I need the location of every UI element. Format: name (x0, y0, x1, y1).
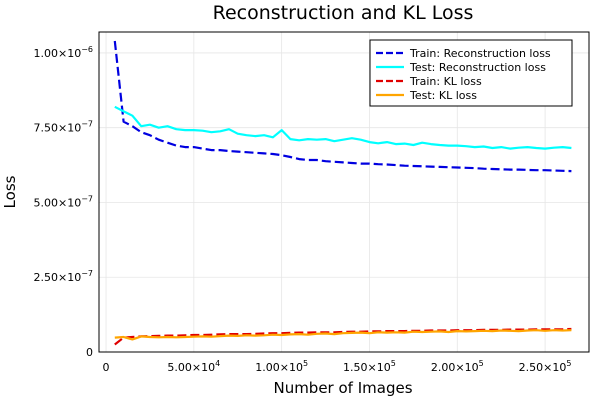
y-tick-label: 0 (86, 346, 93, 359)
y-tick-label: 2.50×10−7 (33, 269, 93, 284)
x-tick-label: 5.00×104 (167, 359, 220, 374)
legend-label: Train: Reconstruction loss (409, 47, 551, 60)
x-axis-title: Number of Images (273, 379, 412, 397)
y-tick-label: 7.50×10−7 (33, 120, 93, 135)
y-tick-label: 1.00×10−6 (33, 45, 93, 60)
chart-title: Reconstruction and KL Loss (213, 2, 474, 24)
series-line-train-reconstruction-loss (113, 40, 572, 173)
legend-label: Test: Reconstruction loss (409, 61, 546, 74)
series-line-test-kl-loss (114, 329, 572, 341)
series-layer (113, 40, 572, 346)
y-axis-title: Loss (1, 175, 19, 208)
legend-box (369, 39, 573, 107)
x-tick-label: 1.00×105 (255, 359, 308, 374)
y-tick-label: 5.00×10−7 (33, 194, 93, 209)
legend-label: Train: KL loss (409, 75, 482, 88)
x-tick-label: 2.50×105 (519, 359, 572, 374)
x-tick-label: 2.00×105 (431, 359, 484, 374)
legend-label: Test: KL loss (409, 89, 477, 102)
plot-frame (98, 31, 590, 353)
series-line-test-reconstruction-loss (114, 105, 572, 150)
tick-labels: 0 5.00×104 1.00×105 1.50×105 2.00×105 2.50×10… (33, 45, 571, 374)
x-tick-label: 0 (103, 361, 110, 374)
x-tick-label: 1.50×105 (343, 359, 396, 374)
